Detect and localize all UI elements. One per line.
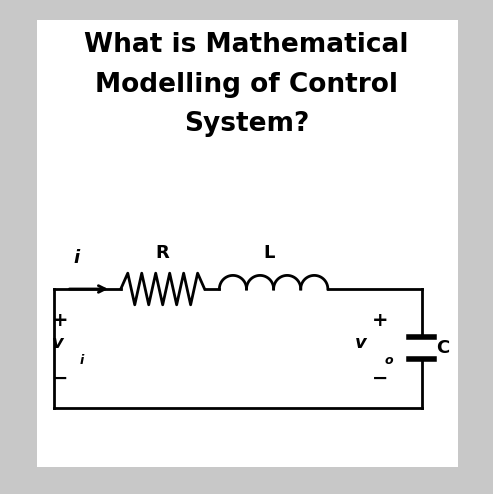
Text: v: v <box>355 334 367 352</box>
Text: v: v <box>52 334 64 352</box>
Text: −: − <box>52 369 68 388</box>
Text: +: + <box>372 311 388 330</box>
Text: +: + <box>52 311 68 330</box>
Text: L: L <box>263 244 275 262</box>
Text: −: − <box>372 369 388 388</box>
FancyBboxPatch shape <box>37 20 458 467</box>
Text: i: i <box>73 249 79 267</box>
Text: o: o <box>385 354 393 367</box>
Text: What is Mathematical: What is Mathematical <box>84 32 409 58</box>
Text: Modelling of Control: Modelling of Control <box>95 72 398 98</box>
Text: R: R <box>156 244 170 262</box>
Text: System?: System? <box>184 111 309 137</box>
Text: i: i <box>80 354 84 367</box>
Text: C: C <box>436 339 450 357</box>
